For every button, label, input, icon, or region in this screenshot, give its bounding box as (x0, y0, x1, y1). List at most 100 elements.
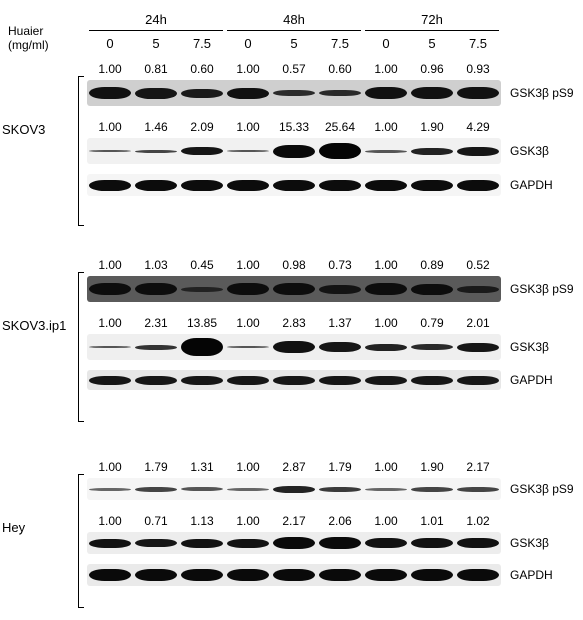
blot-lane (363, 80, 409, 106)
blot-band (365, 283, 406, 295)
concentration-cell: 5 (271, 36, 317, 51)
densitometry-value: 0.52 (455, 258, 501, 272)
densitometry-value: 1.90 (409, 120, 455, 134)
blot-band (227, 569, 268, 581)
blot-band (365, 488, 406, 491)
blot-lane (271, 478, 317, 500)
densitometry-value: 1.01 (409, 514, 455, 528)
timepoint-underlines (87, 30, 501, 31)
densitometry-value: 0.60 (317, 62, 363, 76)
blot-lane (455, 80, 501, 106)
blot-band (227, 539, 268, 548)
underline-icon (227, 30, 361, 31)
blot-lane (409, 564, 455, 586)
western-blot (87, 174, 501, 196)
blot-band (457, 538, 498, 548)
densitometry-value: 1.00 (363, 316, 409, 330)
blot-band (89, 180, 130, 191)
blot-lane (455, 564, 501, 586)
blot-band (457, 286, 498, 293)
blot-band (457, 87, 498, 99)
densitometry-value: 13.85 (179, 316, 225, 330)
blot-band (365, 569, 406, 581)
blot-lane (363, 276, 409, 302)
densitometry-value: 1.00 (87, 120, 133, 134)
concentration-cell: 7.5 (179, 36, 225, 51)
blot-band (135, 88, 176, 99)
densitometry-row: 1.000.711.131.002.172.061.001.011.02 (87, 514, 501, 528)
blot-lane (179, 564, 225, 586)
blot-band (411, 284, 452, 295)
densitometry-value: 0.96 (409, 62, 455, 76)
blot-band (457, 180, 498, 191)
densitometry-value: 1.00 (363, 120, 409, 134)
blot-band (319, 376, 360, 385)
underline-icon (365, 30, 499, 31)
blot-band (227, 180, 268, 191)
cell-line-label: Hey (2, 520, 25, 535)
densitometry-row: 1.000.810.601.000.570.601.000.960.93 (87, 62, 501, 76)
blot-band (227, 283, 268, 295)
densitometry-value: 1.00 (363, 258, 409, 272)
blot-band (411, 569, 452, 581)
blot-band (273, 341, 314, 353)
blot-band (411, 87, 452, 99)
blot-lane (87, 80, 133, 106)
blot-lane (455, 370, 501, 390)
densitometry-value: 2.06 (317, 514, 363, 528)
blot-lane (87, 564, 133, 586)
protein-label: GSK3β pS9 (510, 282, 574, 296)
blot-lane (455, 138, 501, 164)
blot-band (411, 538, 452, 548)
densitometry-value: 4.29 (455, 120, 501, 134)
blot-band (181, 569, 222, 581)
treatment-label-line1: Huaier (8, 24, 43, 38)
blot-lane (225, 174, 271, 196)
blot-band (181, 487, 222, 491)
blot-band (227, 346, 268, 348)
blot-band (457, 376, 498, 385)
bracket-icon (78, 76, 84, 226)
blot-lane (317, 276, 363, 302)
blot-band (227, 488, 268, 491)
blot-band (411, 148, 452, 155)
blot-lane (225, 334, 271, 360)
blot-band (89, 150, 130, 152)
blot-lane (317, 370, 363, 390)
cell-line-label: SKOV3 (2, 122, 45, 137)
densitometry-value: 1.46 (133, 120, 179, 134)
protein-label: GSK3β pS9 (510, 482, 574, 496)
densitometry-value: 1.02 (455, 514, 501, 528)
blot-lane (179, 174, 225, 196)
blot-band (89, 283, 130, 295)
blot-lane (133, 564, 179, 586)
blot-lane (271, 532, 317, 554)
densitometry-value: 0.98 (271, 258, 317, 272)
densitometry-value: 1.00 (225, 62, 271, 76)
concentration-cell: 0 (225, 36, 271, 51)
blot-lane (87, 532, 133, 554)
blot-lane (225, 370, 271, 390)
western-blot (87, 532, 501, 554)
blot-band (181, 180, 222, 191)
blot-band (135, 569, 176, 581)
blot-lane (409, 532, 455, 554)
blot-lane (455, 532, 501, 554)
densitometry-value: 2.17 (271, 514, 317, 528)
protein-label: GAPDH (510, 568, 553, 582)
blot-band (181, 287, 222, 292)
concentration-cell: 0 (87, 36, 133, 51)
blot-band (227, 88, 268, 99)
blot-lane (409, 138, 455, 164)
blot-band (365, 538, 406, 548)
densitometry-value: 2.87 (271, 460, 317, 474)
concentration-cell: 7.5 (455, 36, 501, 51)
blot-lane (409, 276, 455, 302)
densitometry-value: 0.79 (409, 316, 455, 330)
blot-band (319, 90, 360, 96)
blot-band (365, 150, 406, 153)
densitometry-value: 1.00 (225, 514, 271, 528)
densitometry-value: 1.03 (133, 258, 179, 272)
western-blot (87, 334, 501, 360)
densitometry-row: 1.001.791.311.002.871.791.001.902.17 (87, 460, 501, 474)
